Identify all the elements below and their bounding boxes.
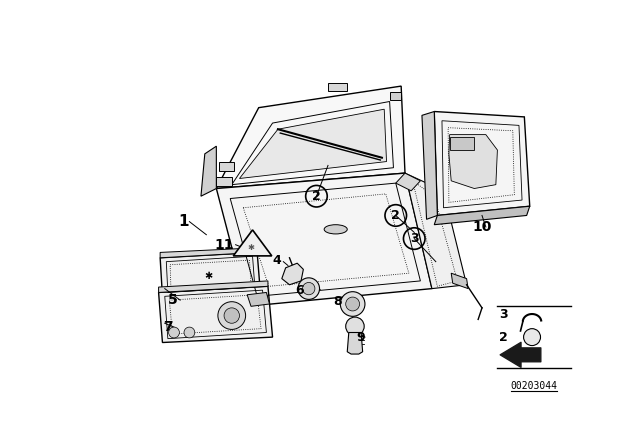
Circle shape [218, 302, 246, 329]
Polygon shape [328, 83, 348, 91]
Circle shape [346, 297, 360, 311]
Polygon shape [160, 248, 257, 258]
Polygon shape [396, 173, 420, 191]
Text: 3: 3 [410, 232, 419, 245]
Polygon shape [216, 173, 432, 306]
Polygon shape [450, 137, 474, 150]
Text: 2: 2 [392, 209, 400, 222]
Polygon shape [201, 146, 216, 196]
Text: 2: 2 [312, 190, 321, 202]
Polygon shape [422, 112, 437, 220]
Polygon shape [160, 252, 260, 296]
Polygon shape [239, 109, 387, 178]
Polygon shape [247, 293, 269, 306]
Text: 6: 6 [295, 284, 304, 297]
Polygon shape [159, 286, 273, 343]
Polygon shape [435, 112, 530, 215]
Circle shape [346, 317, 364, 336]
Circle shape [340, 292, 365, 316]
Text: 1: 1 [178, 214, 189, 229]
Text: 10: 10 [472, 220, 492, 234]
Polygon shape [216, 86, 405, 189]
Circle shape [184, 327, 195, 338]
Text: ✱: ✱ [248, 243, 255, 252]
Text: 3: 3 [499, 307, 508, 320]
FancyArrowPatch shape [500, 342, 541, 367]
Polygon shape [219, 162, 234, 171]
Polygon shape [282, 263, 303, 285]
Circle shape [303, 282, 315, 295]
Polygon shape [216, 177, 232, 186]
Text: 7: 7 [163, 320, 173, 334]
Polygon shape [390, 92, 401, 100]
Circle shape [298, 278, 319, 299]
Polygon shape [449, 134, 497, 189]
Circle shape [224, 308, 239, 323]
Polygon shape [435, 206, 530, 225]
Polygon shape [159, 281, 268, 293]
Polygon shape [234, 230, 272, 256]
Polygon shape [451, 273, 468, 289]
Polygon shape [405, 173, 467, 289]
Text: 4: 4 [272, 254, 281, 267]
Text: 8: 8 [333, 295, 342, 308]
Text: 2: 2 [499, 331, 508, 344]
Text: 00203044: 00203044 [511, 381, 558, 392]
Ellipse shape [324, 225, 348, 234]
Text: 9: 9 [356, 331, 365, 344]
Text: ✱: ✱ [205, 271, 212, 280]
Text: 11: 11 [214, 238, 234, 252]
Circle shape [524, 329, 541, 345]
Polygon shape [348, 332, 363, 354]
Circle shape [168, 327, 179, 338]
Text: 5: 5 [168, 293, 177, 307]
